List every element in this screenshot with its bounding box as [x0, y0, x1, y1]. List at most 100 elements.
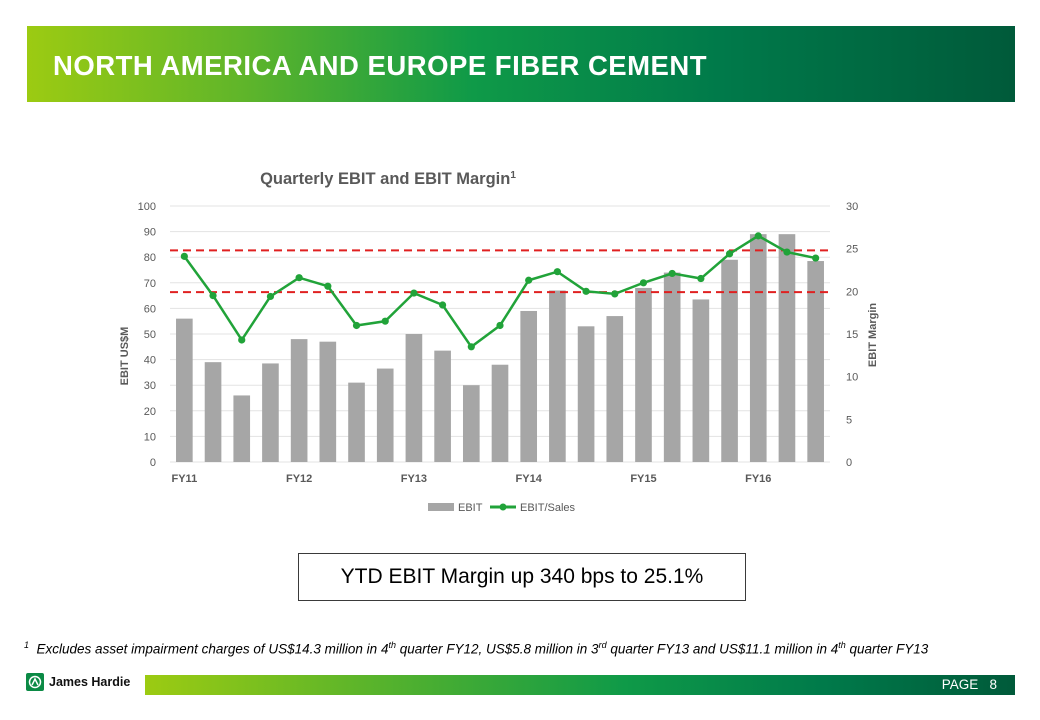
bar-ebit: [663, 272, 681, 462]
logo-glyph-icon: [28, 675, 42, 689]
y-axis-label: EBIT US$M: [119, 327, 131, 386]
point-ebit-sales: [611, 290, 619, 298]
y2-tick-label: 10: [846, 372, 858, 384]
bar-ebit: [233, 395, 251, 462]
point-ebit-sales: [783, 248, 791, 256]
point-ebit-sales: [812, 254, 820, 262]
chart-container: Quarterly EBIT and EBIT Margin1 0 10 20 30 4…: [110, 160, 890, 520]
point-ebit-sales: [582, 287, 590, 295]
y-tick-label: 70: [144, 278, 156, 290]
y2-axis-label: EBIT Margin: [867, 303, 879, 367]
bar-ebit: [204, 362, 222, 462]
footnote-part-1: Excludes asset impairment charges of US$…: [36, 641, 389, 657]
bar-ebit: [176, 318, 193, 462]
bar-ebit: [577, 326, 595, 462]
axes: 0 10 20 30 40 50 60 70 80 90 100 0 5 10 15 20 25 30 FY11 FY…: [138, 201, 859, 485]
bar-ebit: [376, 368, 394, 462]
y2-tick-label: 0: [846, 457, 852, 469]
callout-text: YTD EBIT Margin up 340 bps to 25.1%: [340, 565, 704, 588]
point-ebit-sales: [697, 274, 705, 283]
point-ebit-sales: [639, 279, 648, 287]
y-tick-label: 90: [144, 227, 156, 239]
bar-ebit: [348, 382, 365, 462]
point-ebit-sales: [266, 292, 275, 301]
title-bar: NORTH AMERICA AND EUROPE FIBER CEMENT: [27, 26, 1015, 102]
point-ebit-sales: [352, 321, 361, 330]
footnote-marker: 1: [24, 640, 30, 650]
point-ebit-sales: [467, 343, 475, 351]
point-ebit-sales: [668, 269, 676, 278]
y-tick-label: 20: [144, 406, 156, 418]
bar-ebit: [635, 287, 652, 462]
bar-ebit: [749, 234, 767, 462]
gridlines: [170, 205, 830, 463]
page-number: 8: [989, 677, 997, 692]
footnote-part-4: quarter FY13: [845, 641, 929, 657]
bar-ebit: [692, 299, 710, 462]
brand-name: James Hardie: [49, 675, 131, 689]
point-ebit-sales: [410, 289, 418, 297]
bar-ebit: [462, 385, 480, 462]
point-ebit-sales: [209, 292, 217, 300]
footnote-part-3: quarter FY13 and US$11.1 million in 4: [606, 641, 839, 657]
bar-ebit: [405, 334, 423, 462]
y2-tick-label: 20: [846, 286, 858, 298]
bar-ebit: [520, 310, 538, 462]
reference-lines: [170, 249, 830, 294]
y-tick-label: 80: [144, 252, 156, 264]
bar-ebit: [778, 234, 796, 462]
x-tick-label: FY11: [172, 473, 198, 485]
footnote-sup-1: th: [388, 640, 396, 650]
bar-ebit: [290, 339, 308, 462]
margin-callout: YTD EBIT Margin up 340 bps to 25.1%: [298, 553, 746, 601]
bar-ebit: [434, 350, 451, 462]
bar-ebit: [606, 316, 624, 462]
footnote: 1 Excludes asset impairment charges of U…: [24, 640, 928, 657]
y-tick-label: 50: [144, 329, 156, 341]
page-label: PAGE: [941, 677, 979, 692]
footnote-sup-2: rd: [598, 640, 607, 650]
bar-ebit: [807, 261, 824, 462]
bar-ebit: [262, 363, 279, 462]
y-tick-label: 60: [144, 303, 156, 315]
y-tick-label: 40: [144, 355, 156, 367]
page-title: NORTH AMERICA AND EUROPE FIBER CEMENT: [53, 50, 708, 81]
point-ebit-sales: [238, 336, 246, 344]
bar-ebit: [721, 259, 738, 462]
y2-tick-label: 15: [846, 329, 858, 341]
x-tick-label: FY15: [630, 473, 656, 485]
james-hardie-logo: James Hardie: [26, 673, 130, 691]
bar-ebit: [319, 341, 337, 462]
point-ebit-sales: [180, 252, 188, 260]
legend-ebit-label: EBIT: [458, 502, 483, 514]
chart-title-superscript: 1: [510, 170, 516, 181]
x-tick-label: FY16: [745, 473, 771, 485]
point-ebit-sales: [295, 274, 303, 282]
ebit-chart: Quarterly EBIT and EBIT Margin1 01020304…: [119, 170, 879, 514]
point-ebit-sales: [381, 317, 389, 325]
point-ebit-sales: [324, 282, 332, 290]
x-tick-label: FY13: [401, 473, 427, 485]
point-ebit-sales: [496, 321, 504, 330]
line-series: [180, 232, 820, 351]
x-tick-label: FY12: [286, 473, 312, 485]
y2-tick-label: 30: [846, 201, 858, 213]
legend-line-label: EBIT/Sales: [520, 502, 576, 514]
legend-line-marker: [499, 503, 507, 511]
y-tick-label: 0: [150, 457, 156, 469]
logo-mark-icon: [26, 673, 44, 691]
point-ebit-sales: [754, 232, 762, 240]
bar-series: [176, 234, 824, 462]
bar-ebit: [549, 290, 566, 462]
x-tick-label: FY14: [516, 473, 543, 485]
footnote-sup-3: th: [838, 640, 846, 650]
point-ebit-sales: [439, 301, 447, 309]
footnote-part-2: quarter FY12, US$5.8 million in 3: [395, 641, 599, 657]
point-ebit-sales: [725, 250, 734, 258]
legend-ebit-swatch: [428, 503, 454, 511]
y-tick-label: 100: [138, 201, 156, 213]
page-indicator: PAGE 8: [942, 677, 997, 692]
chart-title: Quarterly EBIT and EBIT Margin1: [260, 170, 516, 188]
y2-tick-label: 5: [846, 414, 852, 426]
y-tick-label: 10: [144, 431, 156, 443]
